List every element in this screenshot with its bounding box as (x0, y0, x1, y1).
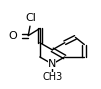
Text: N: N (48, 59, 56, 69)
Text: CH3: CH3 (42, 72, 62, 82)
Text: Cl: Cl (25, 13, 36, 23)
Text: O: O (9, 31, 17, 41)
